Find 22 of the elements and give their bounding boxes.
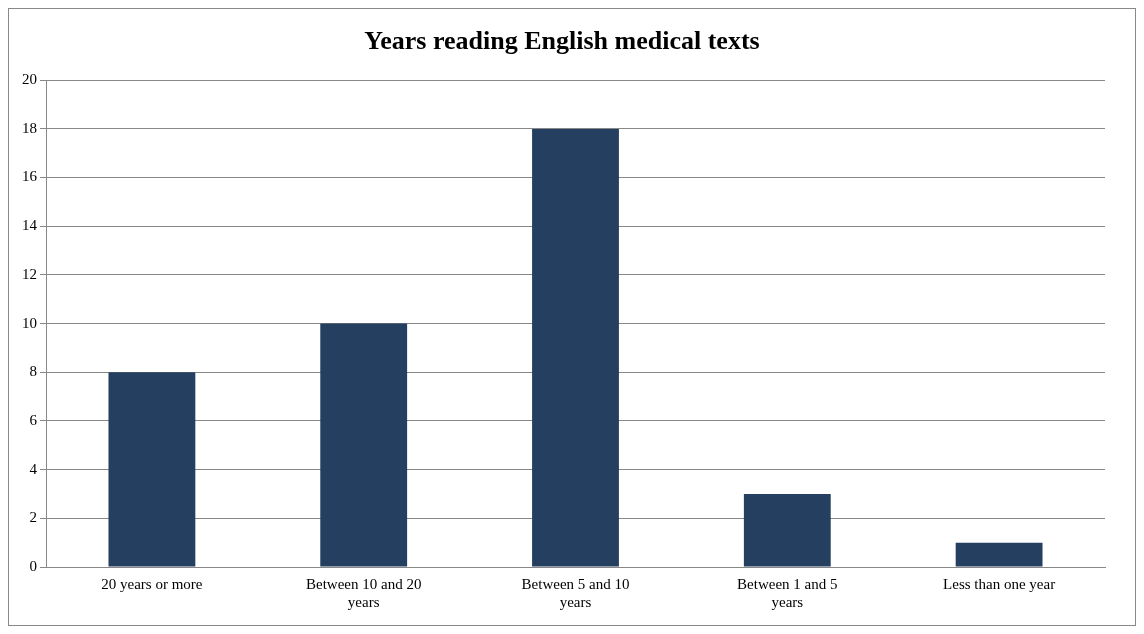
y-tick-label: 6 (29, 411, 38, 428)
y-tick-label: 12 (22, 265, 37, 282)
x-tick-label: Between 5 and 10 years (521, 575, 630, 610)
x-tick-label: 20 years or more (101, 575, 203, 592)
x-tick-label: Less than one year (943, 575, 1056, 592)
y-tick-label: 2 (29, 509, 37, 526)
y-tick-label: 18 (22, 119, 37, 136)
bar (743, 493, 831, 567)
y-tick-label: 20 (22, 71, 37, 88)
y-tick-label: 16 (22, 168, 38, 185)
x-tick-label: Between 10 and 20 years (306, 575, 422, 610)
y-tick-label: 10 (22, 314, 37, 331)
chart-title: Years reading English medical texts (364, 26, 760, 56)
y-tick-label: 0 (29, 557, 37, 574)
y-tick-label: 4 (29, 460, 38, 477)
bar (108, 372, 196, 567)
bar (955, 542, 1043, 567)
y-tick-label: 14 (22, 217, 38, 234)
bar (532, 128, 619, 567)
bar (320, 323, 408, 567)
y-tick-label: 8 (29, 363, 37, 380)
x-tick-label: Between 1 and 5 years (737, 575, 838, 610)
